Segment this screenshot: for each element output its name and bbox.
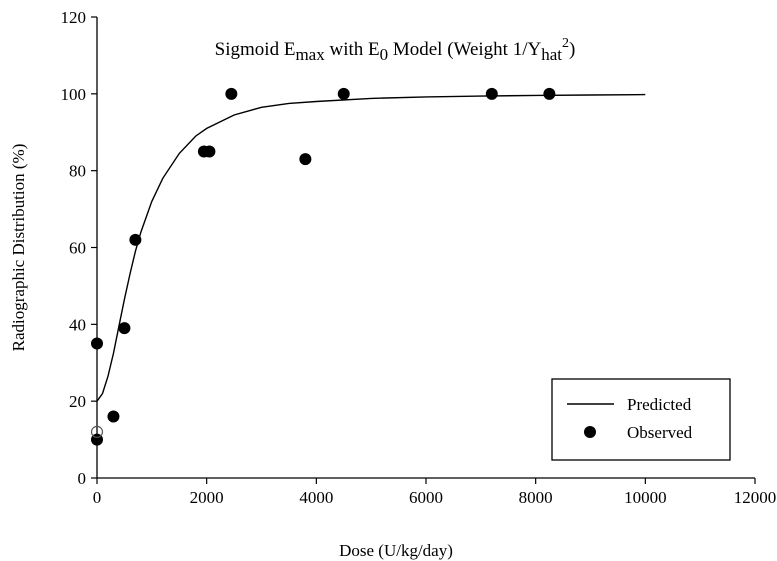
legend-predicted-label: Predicted [627, 395, 692, 414]
x-axis-title: Dose (U/kg/day) [339, 541, 453, 560]
title-part: 0 [380, 45, 389, 64]
observed-point [337, 87, 350, 100]
predicted-curve [96, 93, 646, 402]
observed-point [129, 233, 142, 246]
title-part: max [295, 45, 325, 64]
y-tick-label: 0 [78, 469, 87, 488]
observed-point [543, 87, 556, 100]
observed-point [299, 153, 312, 166]
observed-point [118, 322, 131, 335]
x-tick-label: 0 [93, 488, 102, 507]
legend-box [551, 378, 731, 461]
title-part: Model (Weight 1/Y [388, 39, 541, 60]
y-tick-label: 40 [69, 315, 86, 334]
observed-point [91, 337, 103, 350]
legend-observed-label: Observed [627, 423, 693, 442]
x-tick-label: 2000 [190, 488, 224, 507]
observed-points [90, 87, 556, 446]
y-tick-label: 100 [61, 85, 87, 104]
x-tick-label: 10000 [624, 488, 667, 507]
legend: Predicted Observed [551, 378, 731, 461]
title-part: hat [541, 45, 562, 64]
observed-point [203, 145, 216, 158]
x-tick-label: 4000 [299, 488, 333, 507]
title-part: 2 [562, 36, 569, 51]
x-tick-label: 8000 [519, 488, 553, 507]
y-tick-label: 80 [69, 162, 86, 181]
predicted-line [96, 93, 646, 402]
y-tick-label: 20 [69, 392, 86, 411]
legend-observed-swatch [584, 426, 596, 438]
y-tick-label: 60 [69, 239, 86, 258]
chart-title: Sigmoid Emax with E0 Model (Weight 1/Yha… [215, 36, 576, 64]
x-tick-label: 12000 [734, 488, 777, 507]
y-axis-title: Radiographic Distribution (%) [9, 144, 28, 352]
y-tick-label: 120 [61, 8, 87, 27]
observed-point [225, 87, 238, 100]
title-part: Sigmoid E [215, 39, 296, 60]
title-part: ) [569, 39, 575, 60]
hollow-point [90, 425, 104, 438]
x-tick-label: 6000 [409, 488, 443, 507]
title-part: with E [325, 39, 380, 60]
observed-point [107, 410, 120, 423]
observed-point [485, 87, 498, 100]
